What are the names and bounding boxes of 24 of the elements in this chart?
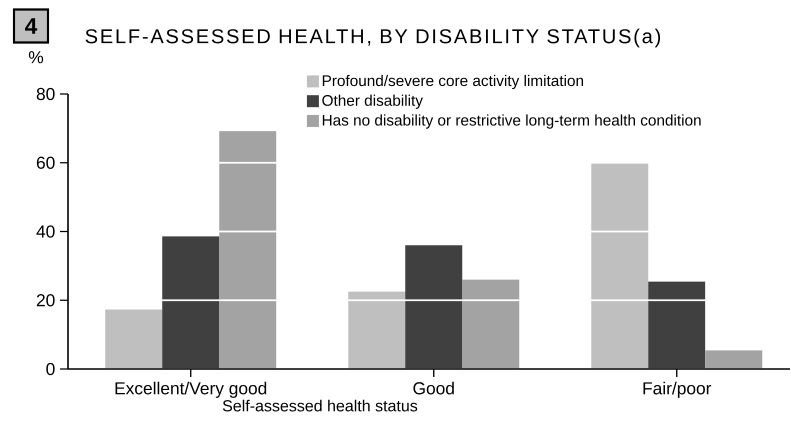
y-tick-label: 20 (36, 294, 55, 306)
y-axis-title: % (28, 51, 44, 64)
bar (648, 282, 706, 369)
y-tick-label: 60 (36, 156, 55, 169)
bar (219, 131, 276, 369)
bar (105, 310, 162, 369)
bar (162, 236, 220, 369)
legend-label: Profound/severe core activity limitation (322, 74, 584, 90)
x-tick-label: Fair/poor (644, 382, 712, 398)
y-tick-label: 40 (36, 225, 55, 238)
bar (405, 245, 462, 369)
bar (348, 292, 406, 369)
bar (705, 350, 762, 369)
x-axis-title: Self-assessed health status (222, 400, 418, 412)
x-tick-label: Good (413, 382, 454, 394)
bar (591, 162, 648, 369)
text: 4 (25, 18, 38, 34)
legend-label: Other disability (322, 94, 423, 109)
bar (462, 280, 520, 369)
x-tick-label: Excellent/Very good (116, 382, 266, 398)
chart-title: SELF-ASSESSED HEALTH, BY DISABILITY STATUS(a) (86, 28, 660, 48)
y-tick-label: 80 (36, 88, 55, 100)
legend-label: Has no disability or restrictive long-term health condition (322, 114, 701, 129)
y-tick-label: 0 (46, 362, 55, 376)
